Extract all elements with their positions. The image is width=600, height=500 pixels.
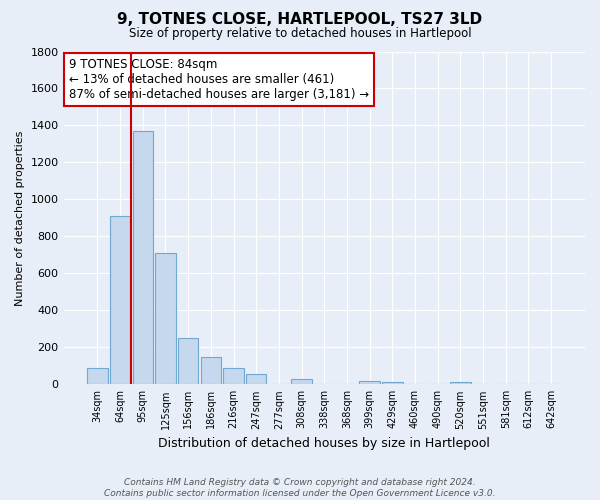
Bar (292, 379, 312, 384)
Bar (110, 216, 130, 384)
Bar (178, 338, 199, 384)
Bar (200, 358, 221, 384)
Bar (223, 368, 244, 384)
Y-axis label: Number of detached properties: Number of detached properties (15, 130, 25, 306)
Bar (155, 253, 176, 384)
Text: 9, TOTNES CLOSE, HARTLEPOOL, TS27 3LD: 9, TOTNES CLOSE, HARTLEPOOL, TS27 3LD (118, 12, 482, 28)
Text: Contains HM Land Registry data © Crown copyright and database right 2024.
Contai: Contains HM Land Registry data © Crown c… (104, 478, 496, 498)
Bar (87, 368, 107, 384)
Bar (359, 380, 380, 384)
Text: 9 TOTNES CLOSE: 84sqm
← 13% of detached houses are smaller (461)
87% of semi-det: 9 TOTNES CLOSE: 84sqm ← 13% of detached … (69, 58, 369, 101)
Bar (450, 382, 470, 384)
Bar (133, 131, 153, 384)
Text: Size of property relative to detached houses in Hartlepool: Size of property relative to detached ho… (128, 28, 472, 40)
X-axis label: Distribution of detached houses by size in Hartlepool: Distribution of detached houses by size … (158, 437, 490, 450)
Bar (382, 382, 403, 384)
Bar (246, 374, 266, 384)
